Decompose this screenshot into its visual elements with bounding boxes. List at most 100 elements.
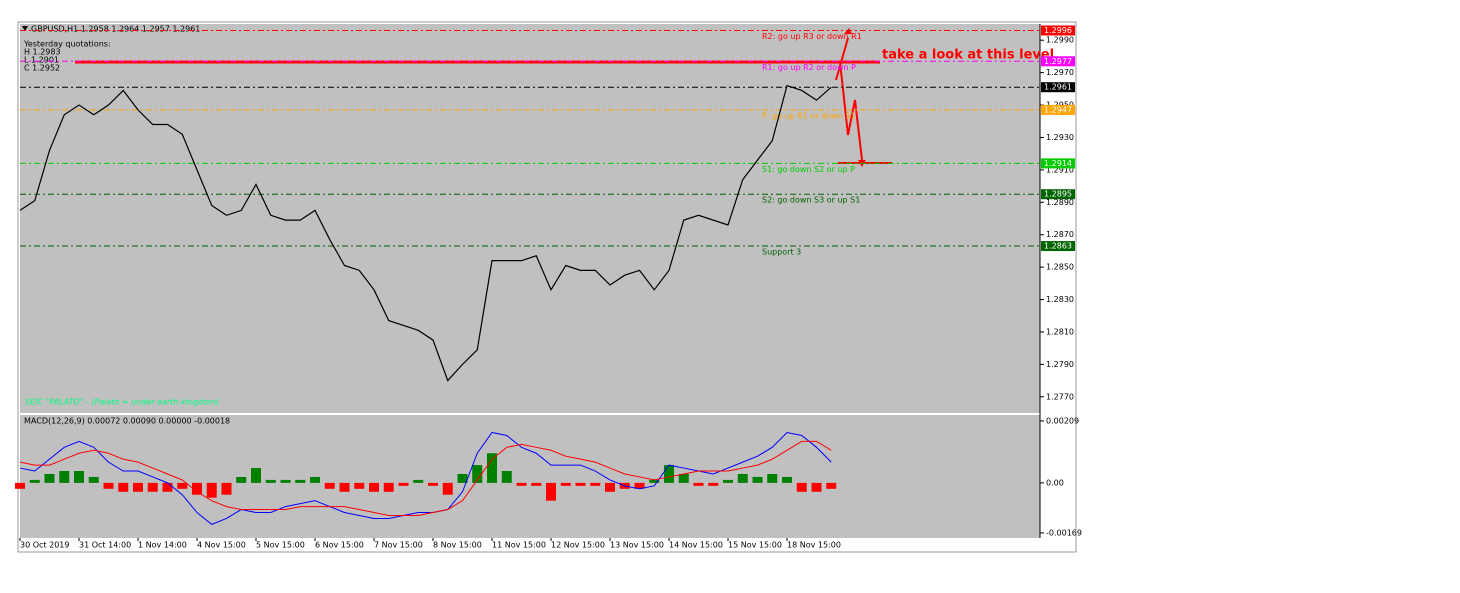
- arrow-down: [839, 61, 863, 161]
- histogram-bar: [236, 476, 247, 483]
- histogram-bar: [295, 479, 306, 483]
- price-tag-label: 1.2996: [1044, 26, 1072, 35]
- x-tick-label: 18 Nov 15:00: [787, 541, 841, 550]
- histogram-bar: [15, 482, 25, 489]
- y-tick-label: 0.00: [1046, 478, 1064, 487]
- histogram-bar: [29, 479, 40, 483]
- x-tick-label: 5 Nov 15:00: [256, 541, 305, 550]
- price-tag-label: 1.2895: [1044, 190, 1072, 199]
- histogram-bar: [310, 476, 320, 483]
- histogram-bar: [708, 482, 719, 486]
- price-tag: [1041, 189, 1075, 200]
- histogram-bar: [457, 473, 468, 483]
- histogram-bar: [634, 482, 645, 489]
- histogram-bar: [590, 482, 601, 486]
- histogram-bar: [413, 479, 424, 483]
- histogram-bar: [516, 482, 527, 486]
- histogram-bar: [723, 479, 733, 483]
- histogram-bar: [693, 482, 704, 486]
- histogram-bar: [369, 482, 379, 492]
- histogram-bar: [678, 473, 689, 483]
- x-tick-label: 8 Nov 15:00: [433, 541, 482, 550]
- macd-line: [19, 431, 832, 525]
- y-tick-label: 1.2970: [1046, 68, 1074, 77]
- price-tag: [1041, 56, 1075, 67]
- info-line: C 1.2952: [24, 64, 60, 73]
- annotation: take a look at this level: [882, 48, 1054, 63]
- price-tag: [1041, 104, 1075, 115]
- histogram-bar: [192, 482, 202, 495]
- histogram-bar: [752, 476, 763, 483]
- price-line: [19, 84, 832, 382]
- y-tick-label: 1.2810: [1046, 327, 1074, 336]
- menu-triangle: [22, 26, 28, 31]
- histogram-bar: [221, 482, 232, 495]
- histogram-bar: [74, 471, 84, 483]
- level-label: P: go up R1 or down S1: [762, 111, 855, 120]
- price-tag-label: 1.2977: [1044, 57, 1072, 66]
- x-tick-label: 31 Oct 14:00: [79, 541, 131, 550]
- level-label: S1: go down S2 or up P: [762, 165, 855, 174]
- histogram-bar: [531, 482, 542, 486]
- price-tag-label: 1.2961: [1044, 83, 1072, 92]
- level-label: Support 3: [762, 248, 801, 257]
- histogram-bar: [664, 465, 674, 483]
- histogram-bar: [383, 482, 394, 492]
- histogram-bar: [44, 473, 55, 483]
- histogram-bar: [560, 482, 571, 486]
- histogram-bar: [88, 476, 99, 483]
- price-panel: [20, 24, 1040, 413]
- y-tick-label: 1.2850: [1046, 263, 1074, 272]
- macd-title: MACD(12,26,9) 0.00072 0.00090 0.00000 -0…: [24, 417, 230, 426]
- histogram-bar: [796, 482, 807, 492]
- price-tag-label: 1.2863: [1044, 242, 1072, 251]
- histogram-bar: [147, 482, 158, 492]
- price-tag-label: 1.2914: [1044, 159, 1072, 168]
- histogram-bar: [103, 482, 114, 489]
- histogram-bar: [649, 479, 660, 483]
- histogram-bar: [605, 482, 615, 492]
- y-tick-label: 0.00209: [1046, 416, 1079, 425]
- histogram-bar: [324, 482, 335, 489]
- histogram-bar: [133, 482, 143, 492]
- y-tick-label: 1.2930: [1046, 133, 1074, 142]
- level-label: R1: go up R2 or down P: [762, 63, 856, 72]
- histogram-bar: [162, 482, 173, 492]
- info-line: Yesterday quotations:: [23, 40, 111, 49]
- x-tick-label: 6 Nov 15:00: [315, 541, 364, 550]
- x-tick-label: 14 Nov 15:00: [669, 541, 723, 550]
- macd-line: [19, 440, 832, 516]
- histogram-bar: [59, 471, 70, 483]
- histogram-bar: [206, 482, 217, 498]
- level-label: R2: go up R3 or down R1: [762, 32, 862, 41]
- y-tick-label: -0.00169: [1046, 528, 1082, 537]
- y-tick-label: 1.2870: [1046, 230, 1074, 239]
- price-tag: [1041, 82, 1075, 93]
- price-tag-label: 1.2947: [1044, 105, 1072, 114]
- histogram-bar: [826, 482, 837, 489]
- x-tick-label: 7 Nov 15:00: [374, 541, 423, 550]
- histogram-bar: [501, 471, 512, 483]
- histogram-bar: [767, 473, 778, 483]
- price-tag: [1041, 25, 1075, 36]
- y-tick-label: 1.2910: [1046, 165, 1074, 174]
- price-tag: [1041, 158, 1075, 169]
- y-tick-label: 1.2770: [1046, 392, 1074, 401]
- x-tick-label: 1 Nov 14:00: [138, 541, 187, 550]
- histogram-bar: [442, 482, 453, 495]
- y-tick-label: 1.2990: [1046, 36, 1074, 45]
- histogram-bar: [737, 473, 748, 483]
- info-line: H 1.2983: [24, 48, 61, 57]
- price-tag: [1041, 241, 1075, 252]
- info-line: L 1.2901: [24, 56, 59, 65]
- x-tick-label: 15 Nov 15:00: [728, 541, 782, 550]
- x-tick-label: 12 Nov 15:00: [551, 541, 605, 550]
- y-tick-label: 1.2790: [1046, 360, 1074, 369]
- histogram-bar: [398, 482, 409, 486]
- histogram-bar: [487, 453, 497, 483]
- histogram-bar: [118, 482, 129, 492]
- histogram-bar: [575, 482, 586, 486]
- histogram-bar: [546, 482, 556, 501]
